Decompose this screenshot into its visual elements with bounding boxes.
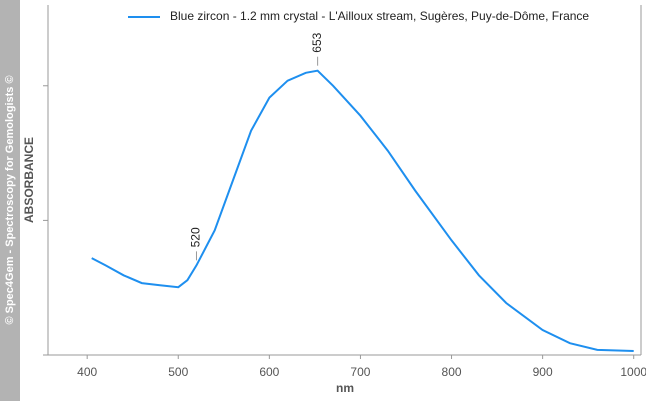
x-tick-label: 1000 [620,365,646,379]
annotation-label: 653 [310,32,324,52]
x-axis-label: nm [336,381,354,395]
watermark: © Spec4Gem - Spectroscopy for Gemologist… [4,75,16,324]
y-axis-label: ABSORBANCE [22,137,36,223]
x-tick-label: 400 [77,365,97,379]
annotation-label: 520 [189,227,203,247]
watermark-strip [0,0,20,401]
x-tick-label: 900 [533,365,553,379]
x-tick-label: 800 [442,365,462,379]
legend-label: Blue zircon - 1.2 mm crystal - L'Ailloux… [170,9,589,23]
spectrum-line [91,69,634,352]
x-tick-label: 600 [259,365,279,379]
x-tick-label: 500 [168,365,188,379]
x-tick-label: 700 [350,365,370,379]
